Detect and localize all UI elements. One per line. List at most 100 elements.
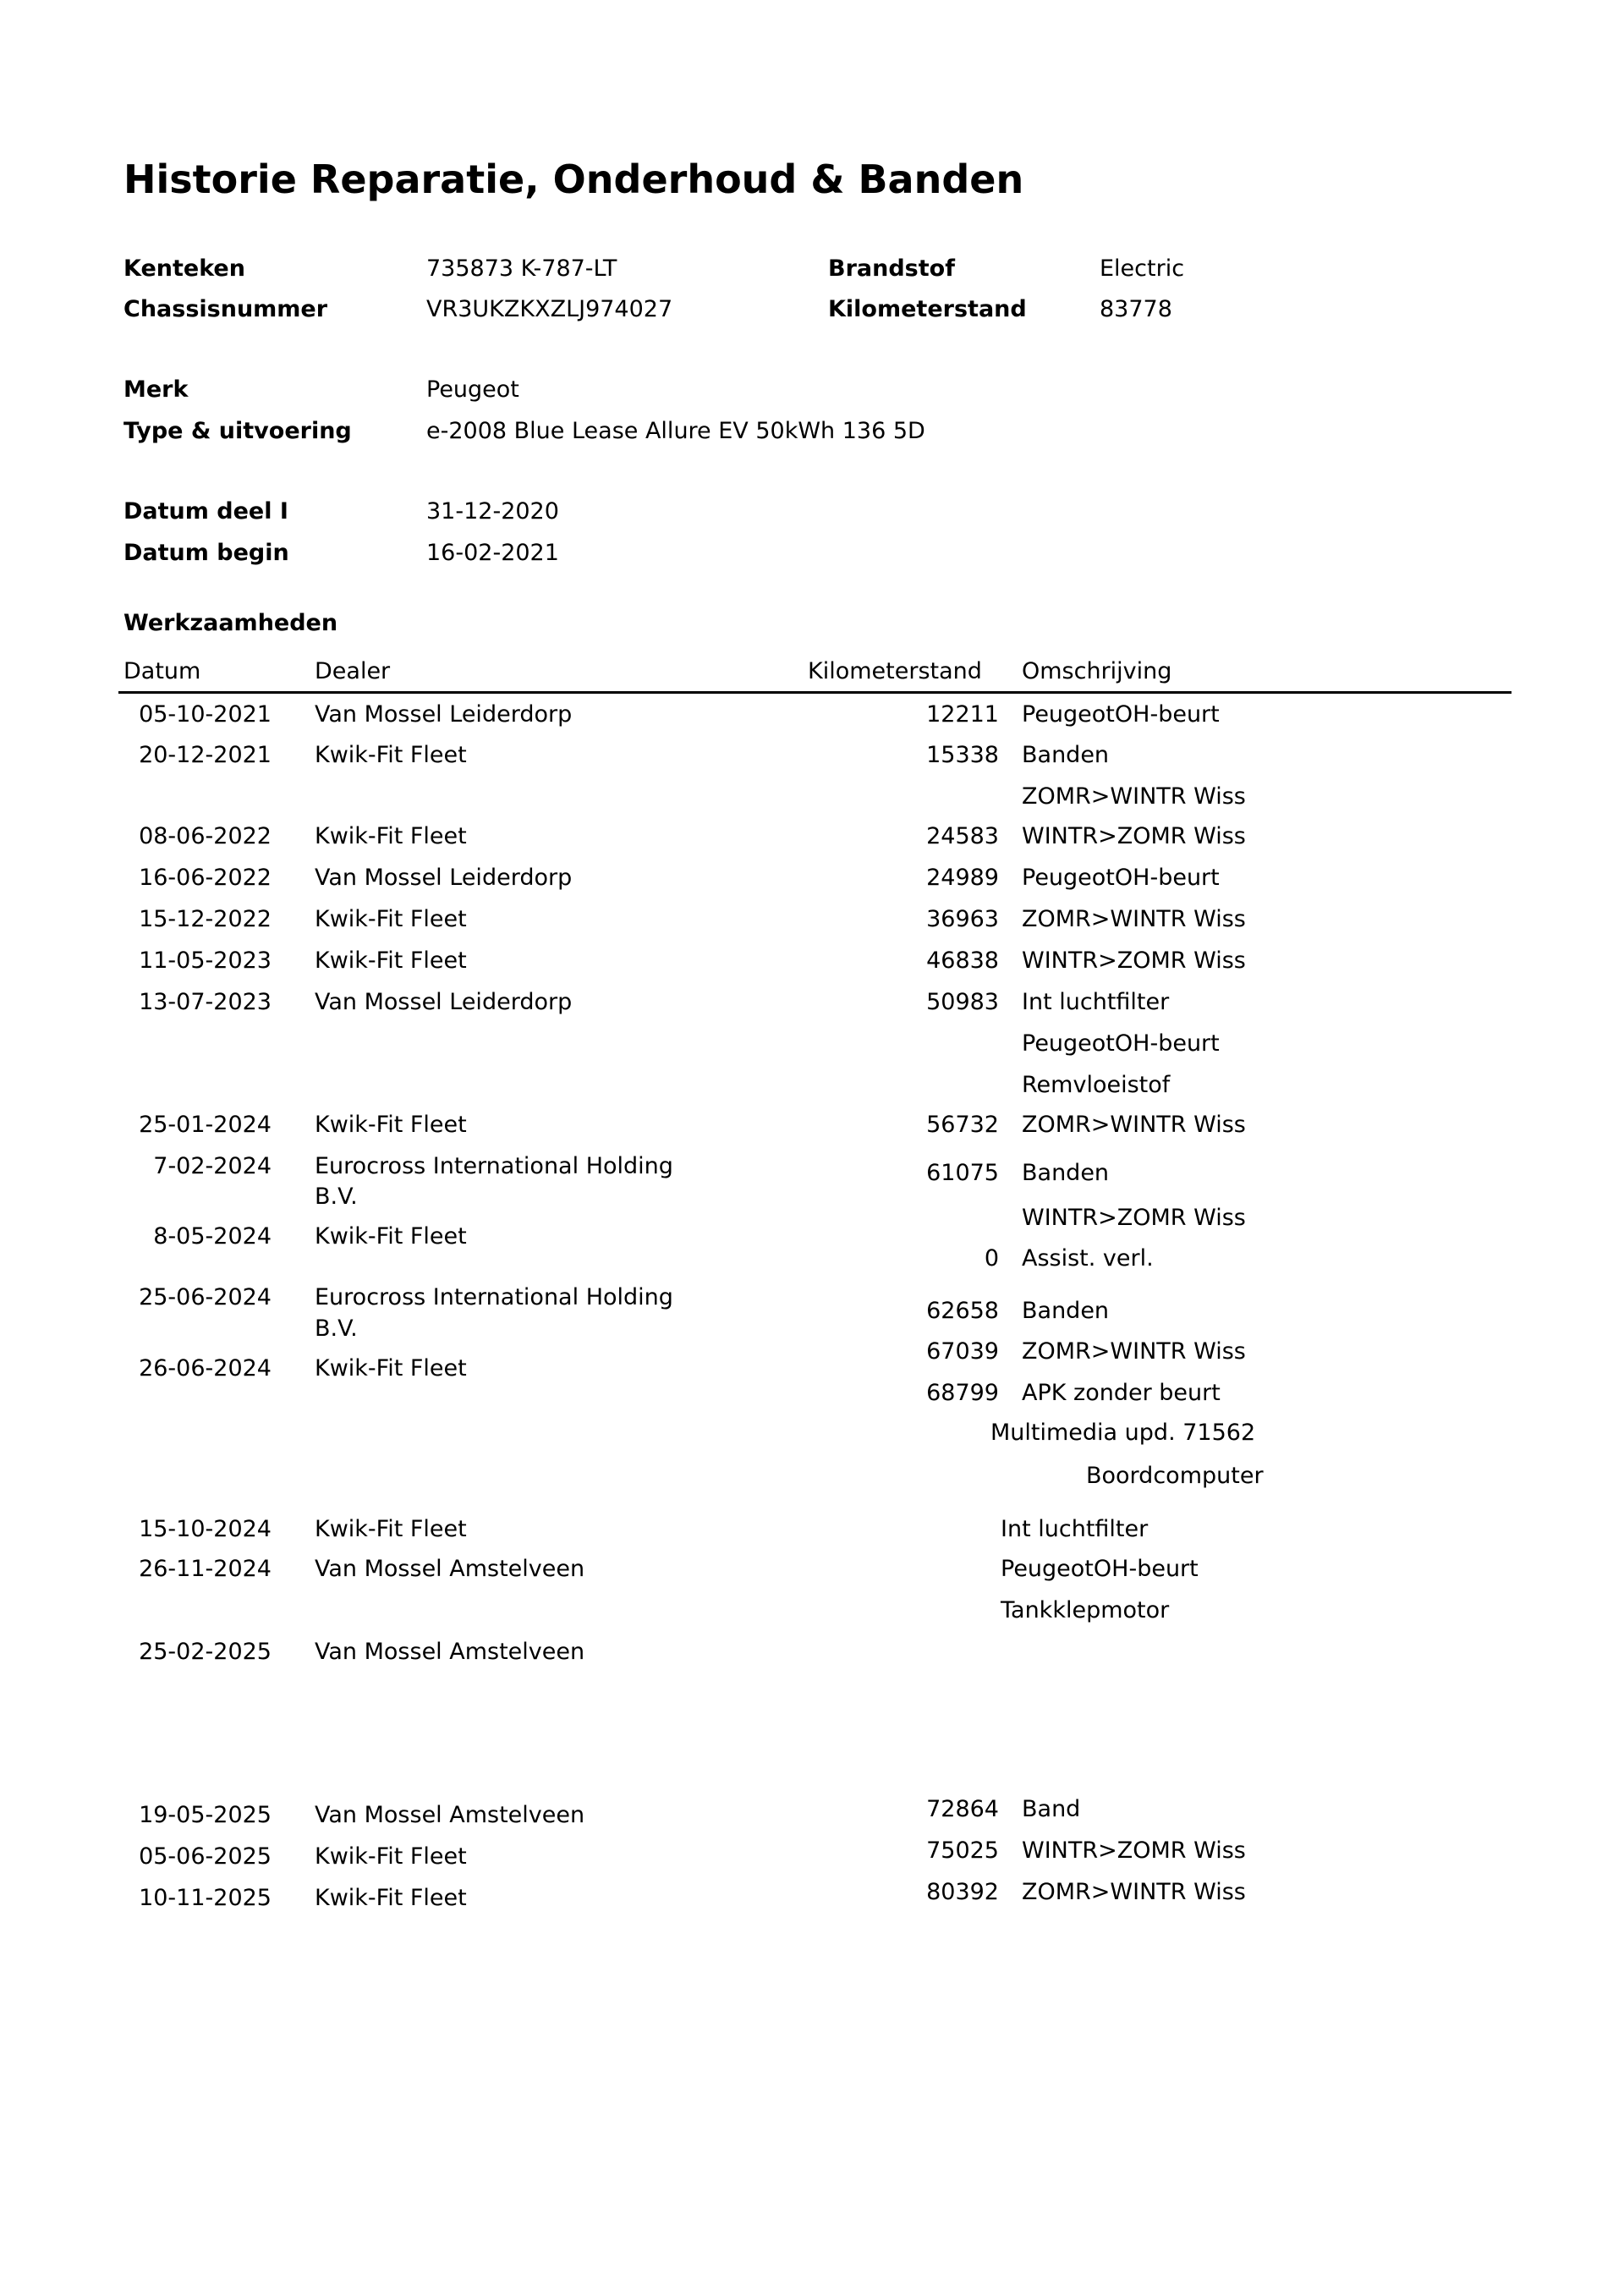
line-km: 12211 [926,701,999,728]
line-desc: Assist. verl. [1022,1245,1154,1272]
km-label: Kilometerstand [828,296,1027,322]
datum-deel-label: Datum deel I [123,498,288,525]
line-km: 56732 [926,1112,999,1138]
row-date: 19-05-2025 [139,1802,272,1828]
line-desc: Banden [1022,1160,1110,1186]
kenteken-label: Kenteken [123,255,245,282]
line-km: 72864 [926,1796,999,1822]
row-dealer: Van Mossel Amstelveen [315,1556,585,1582]
line-desc: Multimedia upd. 71562 [990,1420,1256,1446]
line-desc: Banden [1022,742,1110,768]
line-km: 61075 [926,1160,999,1186]
datum-begin-label: Datum begin [123,540,289,566]
line-desc: PeugeotOH-beurt [1022,701,1220,728]
row-date: 25-01-2024 [139,1112,272,1138]
row-date: 13-07-2023 [139,989,272,1015]
header-km: Kilometerstand [808,658,982,684]
row-date: 11-05-2023 [139,948,272,974]
line-desc: WINTR>ZOMR Wiss [1022,823,1246,849]
row-date: 25-02-2025 [139,1639,272,1665]
row-date: 05-10-2021 [139,701,272,728]
line-km: 67039 [926,1338,999,1365]
row-dealer: Eurocross International Holding [315,1153,673,1179]
row-date: 08-06-2022 [139,823,272,849]
merk-label: Merk [123,376,189,403]
row-date: 15-10-2024 [139,1516,272,1542]
row-date: 26-11-2024 [139,1556,272,1582]
row-date: 20-12-2021 [139,742,272,768]
line-km: 15338 [926,742,999,768]
line-desc: APK zonder beurt [1022,1380,1221,1406]
line-desc: PeugeotOH-beurt [1022,1030,1220,1057]
row-date: 7-02-2024 [153,1153,272,1179]
row-dealer-cont: B.V. [315,1184,358,1210]
line-desc: ZOMR>WINTR Wiss [1022,1112,1246,1138]
merk-value: Peugeot [426,376,519,403]
line-km: 0 [984,1245,999,1272]
line-desc: ZOMR>WINTR Wiss [1022,1338,1246,1365]
line-desc: ZOMR>WINTR Wiss [1022,1879,1246,1905]
header-rule [118,691,1512,694]
line-km: 80392 [926,1879,999,1905]
row-date: 10-11-2025 [139,1885,272,1911]
row-dealer: Kwik-Fit Fleet [315,948,467,974]
line-desc: Boordcomputer [1086,1463,1264,1489]
type-label: Type & uitvoering [123,418,352,444]
line-desc: WINTR>ZOMR Wiss [1022,948,1246,974]
line-km: 50983 [926,989,999,1015]
row-date: 8-05-2024 [153,1223,272,1250]
line-desc: Band [1022,1796,1081,1822]
row-dealer: Kwik-Fit Fleet [315,906,467,932]
page-title: Historie Reparatie, Onderhoud & Banden [123,157,1024,202]
row-dealer: Van Mossel Leiderdorp [315,989,573,1015]
row-dealer: Kwik-Fit Fleet [315,1355,467,1381]
line-km: 62658 [926,1298,999,1324]
header-dealer: Dealer [315,658,391,684]
row-date: 26-06-2024 [139,1355,272,1381]
row-dealer: Kwik-Fit Fleet [315,823,467,849]
row-date: 05-06-2025 [139,1843,272,1870]
line-desc: WINTR>ZOMR Wiss [1022,1205,1246,1231]
row-dealer: Kwik-Fit Fleet [315,1843,467,1870]
line-desc: Tankklepmotor [1001,1597,1170,1623]
line-desc: ZOMR>WINTR Wiss [1022,906,1246,932]
row-date: 25-06-2024 [139,1284,272,1310]
row-dealer: Van Mossel Amstelveen [315,1639,585,1665]
row-dealer: Kwik-Fit Fleet [315,742,467,768]
row-dealer: Van Mossel Leiderdorp [315,865,573,891]
header-desc: Omschrijving [1022,658,1172,684]
datum-deel-value: 31-12-2020 [426,498,559,525]
line-desc: Banden [1022,1298,1110,1324]
kenteken-value: 735873 K-787-LT [426,255,617,282]
row-dealer: Kwik-Fit Fleet [315,1516,467,1542]
line-km: 46838 [926,948,999,974]
brandstof-label: Brandstof [828,255,955,282]
line-km: 24989 [926,865,999,891]
chassis-label: Chassisnummer [123,296,328,322]
brandstof-value: Electric [1100,255,1185,282]
line-desc: ZOMR>WINTR Wiss [1022,783,1246,810]
row-dealer: Kwik-Fit Fleet [315,1223,467,1250]
chassis-value: VR3UKZKXZLJ974027 [426,296,673,322]
line-desc: PeugeotOH-beurt [1022,865,1220,891]
line-desc: PeugeotOH-beurt [1001,1556,1199,1582]
row-dealer: Eurocross International Holding [315,1284,673,1310]
line-desc: Remvloeistof [1022,1072,1171,1098]
row-dealer: Van Mossel Amstelveen [315,1802,585,1828]
datum-begin-value: 16-02-2021 [426,540,559,566]
line-km: 75025 [926,1837,999,1864]
row-dealer: Kwik-Fit Fleet [315,1885,467,1911]
row-dealer: Van Mossel Leiderdorp [315,701,573,728]
line-km: 68799 [926,1380,999,1406]
section-title: Werkzaamheden [123,610,338,636]
line-desc: Int luchtfilter [1001,1516,1149,1542]
line-desc: WINTR>ZOMR Wiss [1022,1837,1246,1864]
row-date: 16-06-2022 [139,865,272,891]
line-desc: Int luchtfilter [1022,989,1170,1015]
row-date: 15-12-2022 [139,906,272,932]
row-dealer-cont: B.V. [315,1316,358,1342]
line-km: 24583 [926,823,999,849]
type-value: e-2008 Blue Lease Allure EV 50kWh 136 5D [426,418,925,444]
header-date: Datum [123,658,201,684]
km-value: 83778 [1100,296,1172,322]
